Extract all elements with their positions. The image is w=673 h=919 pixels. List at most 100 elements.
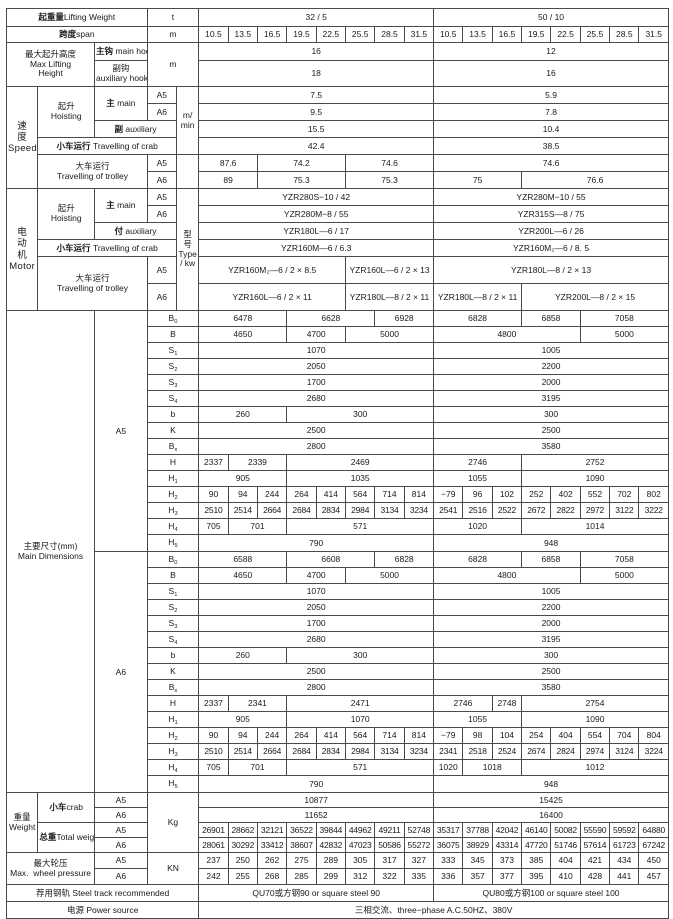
dim-a6-H2-9: 98 <box>462 727 493 744</box>
wheel-pressure-a6-2: 268 <box>256 868 288 885</box>
dim-a5-K-g2: 2500 <box>433 422 669 439</box>
weight-total-a6-15: 67242 <box>638 837 669 853</box>
wheel-pressure-a5-10: 373 <box>491 852 523 869</box>
motor-trolley-a6-v1: YZR180L—8 / 2 × 11 <box>344 283 435 311</box>
dim-a5-S2-g2: 2200 <box>433 358 669 375</box>
dim-a5-H3-15: 3222 <box>638 502 669 519</box>
dim-a5-b-g2-0: 300 <box>433 406 669 423</box>
row-dim-a6-S2: S2 2050 2200 <box>7 599 669 616</box>
power-source-value: 三相交流、three−phase A.C.50HZ、380V <box>198 901 669 919</box>
dim-a5-S3-g2: 2000 <box>433 374 669 391</box>
aux-hook-value-2: 16 <box>433 60 669 87</box>
weight-total-a5-6: 49211 <box>374 822 405 838</box>
dim-a5-B-g1-1: 4700 <box>286 326 346 343</box>
dim-a6-H-g1-0: 2337 <box>198 695 229 712</box>
dim-a6-H2-3: 264 <box>286 727 317 744</box>
weight-total-a5-14: 59592 <box>609 822 640 838</box>
dim-a6-H3-12: 2824 <box>550 743 581 760</box>
weight-total-a6-13: 57614 <box>579 837 611 853</box>
dim-sym-S4: S4 <box>146 390 200 407</box>
motor-aux-value-2: YZR200L—6 / 26 <box>433 222 669 240</box>
dim-a6-B0-g1-1: 6608 <box>286 551 376 568</box>
span-col-9: 13.5 <box>462 26 493 43</box>
dim-sym-H2-a6: H2 <box>146 727 200 744</box>
speed-main-a6-value-1: 9.5 <box>198 103 435 121</box>
dim-a6-H-g2-0: 2746 <box>433 695 493 712</box>
weight-unit: Kg <box>146 792 200 853</box>
wheel-pressure-a5-6: 317 <box>374 852 405 869</box>
weight-total-label: 总重Total weight <box>37 822 96 853</box>
motor-trolley-a6-class: A6 <box>146 283 178 311</box>
dim-a6-H3-9: 2518 <box>462 743 493 760</box>
row-max-lifting-height-main-hook: 最大起升高度 Max Lifting Height 主钩 main hook m… <box>5 42 669 87</box>
main-hook-label: 主钩 main hook <box>94 42 148 61</box>
motor-aux-value-1: YZR180L—6 / 17 <box>198 222 435 240</box>
wheel-pressure-a6-class: A6 <box>94 868 148 885</box>
weight-total-a6-6: 50586 <box>374 837 405 853</box>
motor-trolley-a5-v2: YZR180L—8 / 2 × 13 <box>433 256 669 284</box>
dim-sym-H5-a6: H5 <box>146 775 200 793</box>
dim-a5-H3-7: 3234 <box>403 502 435 519</box>
dim-a6-H3-7: 3234 <box>403 743 435 760</box>
span-col-10: 16.5 <box>491 26 523 43</box>
weight-total-a6-7: 55272 <box>403 837 435 853</box>
weight-total-a5-7: 52748 <box>403 822 435 838</box>
dim-a5-B-g2-0: 4800 <box>433 326 581 343</box>
dim-a6-H4-g1-2: 571 <box>286 759 435 776</box>
dim-a6-Bx-g1: 2800 <box>198 679 435 696</box>
row-dim-a6-K: K 2500 2500 <box>7 663 669 680</box>
dim-a6-H3-5: 2984 <box>344 743 376 760</box>
dim-sym-K-a6: K <box>146 663 200 680</box>
dim-a5-S4-g2: 3195 <box>433 390 669 407</box>
dim-a6-S1-g1: 1070 <box>198 583 435 600</box>
dim-a6-H-g2-1: 2748 <box>491 695 523 712</box>
dim-a5-H2-8: −79 <box>433 486 464 503</box>
dim-a5-H2-11: 252 <box>521 486 552 503</box>
weight-total-a5-10: 42042 <box>491 822 523 838</box>
dim-a6-H2-15: 804 <box>638 727 669 744</box>
dim-a6-Bx-g2: 3580 <box>433 679 669 696</box>
dim-a6-S2-g1: 2050 <box>198 599 435 616</box>
dim-a6-H-g1-1: 2341 <box>227 695 288 712</box>
motor-main-a6-class: A6 <box>146 205 178 223</box>
wheel-pressure-a5-13: 421 <box>579 852 611 869</box>
row-weight-total-a5: 总重Total weight A5 26901 28662 32121 3652… <box>7 822 669 853</box>
wheel-pressure-a5-1: 250 <box>227 852 258 869</box>
row-dim-a5-b: b 260 300 300 <box>7 406 669 423</box>
dim-a6-K-g2: 2500 <box>433 663 669 680</box>
motor-crab-label: 小车运行 Travelling of crab <box>37 239 178 257</box>
steel-track-label: 荐用钢轨 Steel track recommended <box>5 884 200 902</box>
wheel-pressure-a6-15: 457 <box>638 868 669 885</box>
row-dim-a6-B: B 4650 4700 5000 4800 5000 <box>7 567 670 584</box>
weight-total-a5-3: 36522 <box>286 822 317 838</box>
wheel-pressure-a6-11: 395 <box>521 868 552 885</box>
dim-a6-H3-14: 3124 <box>609 743 640 760</box>
row-weight-total-a6: A6 28061 30292 33412 38607 42832 47023 5… <box>7 837 669 853</box>
dim-a6-H3-3: 2684 <box>286 743 317 760</box>
dim-a5-H3-1: 2514 <box>227 502 258 519</box>
dim-a6-H5-g2: 948 <box>433 775 669 793</box>
dim-sym-Bx-a6: Bx <box>146 679 200 696</box>
weight-total-a5-15: 64880 <box>638 822 669 838</box>
speed-hoisting-label: 起升 Hoisting <box>37 86 96 138</box>
speed-main-a6-class: A6 <box>146 103 178 121</box>
wheel-pressure-a6-10: 377 <box>491 868 523 885</box>
dim-a6-H4-g2-2: 1012 <box>521 759 669 776</box>
dim-a5-H2-9: 96 <box>462 486 493 503</box>
wheel-pressure-a6-14: 441 <box>609 868 640 885</box>
span-col-5: 25.5 <box>344 26 376 43</box>
dim-a6-H2-6: 714 <box>374 727 405 744</box>
weight-crab-a6-class: A6 <box>94 807 148 823</box>
row-motor-aux: 付 auxiliary YZR180L—6 / 17 YZR200L—6 / 2… <box>7 222 669 240</box>
weight-total-a6-8: 36075 <box>433 837 464 853</box>
dim-a5-H3-3: 2684 <box>286 502 317 519</box>
span-col-12: 22.5 <box>550 26 581 43</box>
dim-a6-B-g1-1: 4700 <box>286 567 346 584</box>
dim-a5-H2-10: 102 <box>491 486 523 503</box>
motor-trolley-a5-v0: YZR160M₂—6 / 2 × 8.5 <box>198 256 346 284</box>
wheel-pressure-a6-3: 285 <box>286 868 317 885</box>
dim-a6-B-g1-0: 4650 <box>198 567 288 584</box>
motor-crab-value-2: YZR160M₂—6 / 8. 5 <box>433 239 669 257</box>
dim-a5-H1-g2-0: 1055 <box>433 470 523 487</box>
dim-a5-H3-0: 2510 <box>198 502 229 519</box>
